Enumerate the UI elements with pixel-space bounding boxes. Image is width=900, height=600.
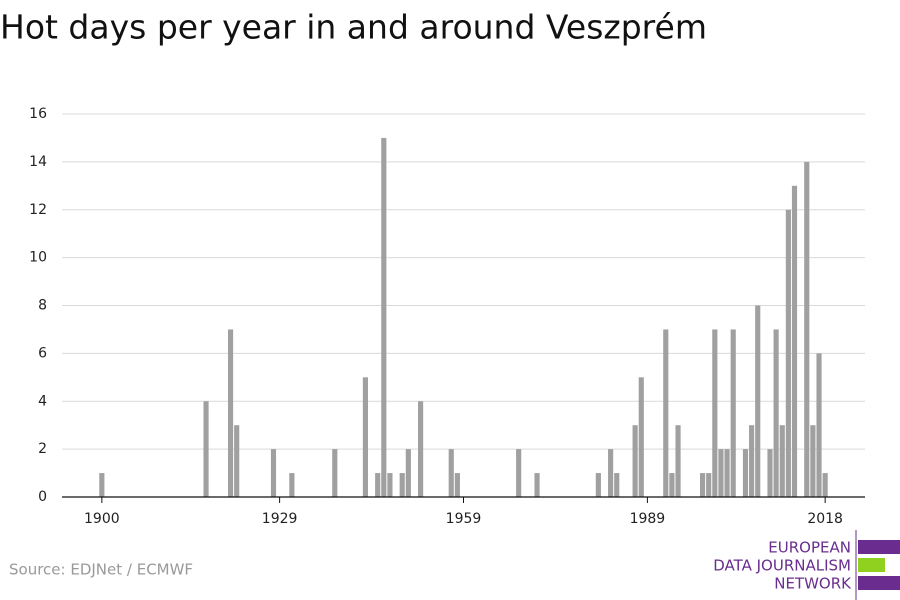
bar — [448, 449, 454, 497]
logo-bar — [858, 540, 900, 554]
bar — [742, 449, 749, 497]
bar — [516, 449, 522, 497]
bar — [724, 449, 730, 497]
bar — [730, 329, 736, 497]
bar — [399, 473, 405, 497]
bar — [791, 185, 798, 497]
bar — [614, 473, 620, 497]
bar — [270, 449, 277, 497]
y-tick-label: 14 — [29, 154, 47, 170]
x-tick-label: 1929 — [262, 511, 298, 527]
bar — [669, 473, 675, 497]
y-tick-label: 16 — [29, 106, 47, 122]
bar — [203, 401, 209, 497]
y-tick-label: 6 — [38, 345, 47, 361]
bar — [755, 305, 761, 497]
bar — [767, 449, 773, 497]
x-tick-label: 1900 — [84, 511, 120, 527]
y-tick-label: 12 — [29, 202, 47, 218]
bar — [362, 377, 368, 497]
bar — [387, 473, 393, 497]
bar — [779, 425, 785, 497]
bar — [699, 473, 706, 497]
bar — [381, 137, 387, 497]
y-tick-label: 10 — [29, 250, 47, 266]
bar — [773, 329, 779, 497]
bar — [418, 401, 424, 497]
logo-text: EUROPEAN — [768, 539, 851, 557]
bar — [718, 449, 724, 497]
bar — [706, 473, 712, 497]
bar — [375, 473, 381, 497]
bar — [816, 353, 822, 497]
bar — [227, 329, 234, 497]
y-tick-label: 0 — [38, 489, 47, 505]
logo-bar — [858, 558, 885, 572]
y-tick-label: 2 — [38, 441, 47, 457]
bar — [234, 425, 240, 497]
bar — [405, 449, 411, 497]
bar — [675, 425, 681, 497]
bar — [289, 473, 295, 497]
bar — [454, 473, 460, 497]
y-tick-label: 4 — [38, 393, 47, 409]
bar — [822, 473, 828, 497]
chart-title: Hot days per year in and around Veszprém — [0, 8, 707, 47]
bar — [638, 377, 644, 497]
bar — [810, 425, 816, 497]
bar — [663, 329, 669, 497]
bar — [749, 425, 755, 497]
x-tick-label: 2018 — [807, 511, 843, 527]
x-tick-label: 1959 — [446, 511, 482, 527]
bar — [332, 449, 338, 497]
y-tick-label: 8 — [38, 298, 47, 314]
logo-text: DATA JOURNALISM — [713, 557, 851, 575]
bar — [804, 161, 810, 497]
bar — [785, 209, 791, 497]
bar — [595, 473, 601, 497]
x-tick-label: 1989 — [630, 511, 666, 527]
logo-bar — [858, 576, 900, 590]
bar — [99, 473, 105, 497]
bar — [608, 449, 614, 497]
source: Source: EDJNet / ECMWF — [9, 561, 193, 579]
bar — [534, 473, 540, 497]
bar — [632, 425, 638, 497]
bar — [712, 329, 718, 497]
logo-text: NETWORK — [774, 575, 852, 593]
